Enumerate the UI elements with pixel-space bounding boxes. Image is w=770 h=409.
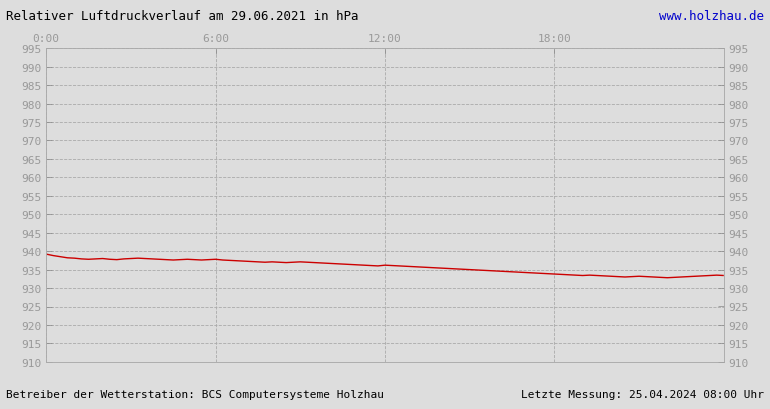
Text: Relativer Luftdruckverlauf am 29.06.2021 in hPa: Relativer Luftdruckverlauf am 29.06.2021… — [6, 10, 359, 23]
Text: Letzte Messung: 25.04.2024 08:00 Uhr: Letzte Messung: 25.04.2024 08:00 Uhr — [521, 389, 764, 399]
Text: Betreiber der Wetterstation: BCS Computersysteme Holzhau: Betreiber der Wetterstation: BCS Compute… — [6, 389, 384, 399]
Text: www.holzhau.de: www.holzhau.de — [659, 10, 764, 23]
